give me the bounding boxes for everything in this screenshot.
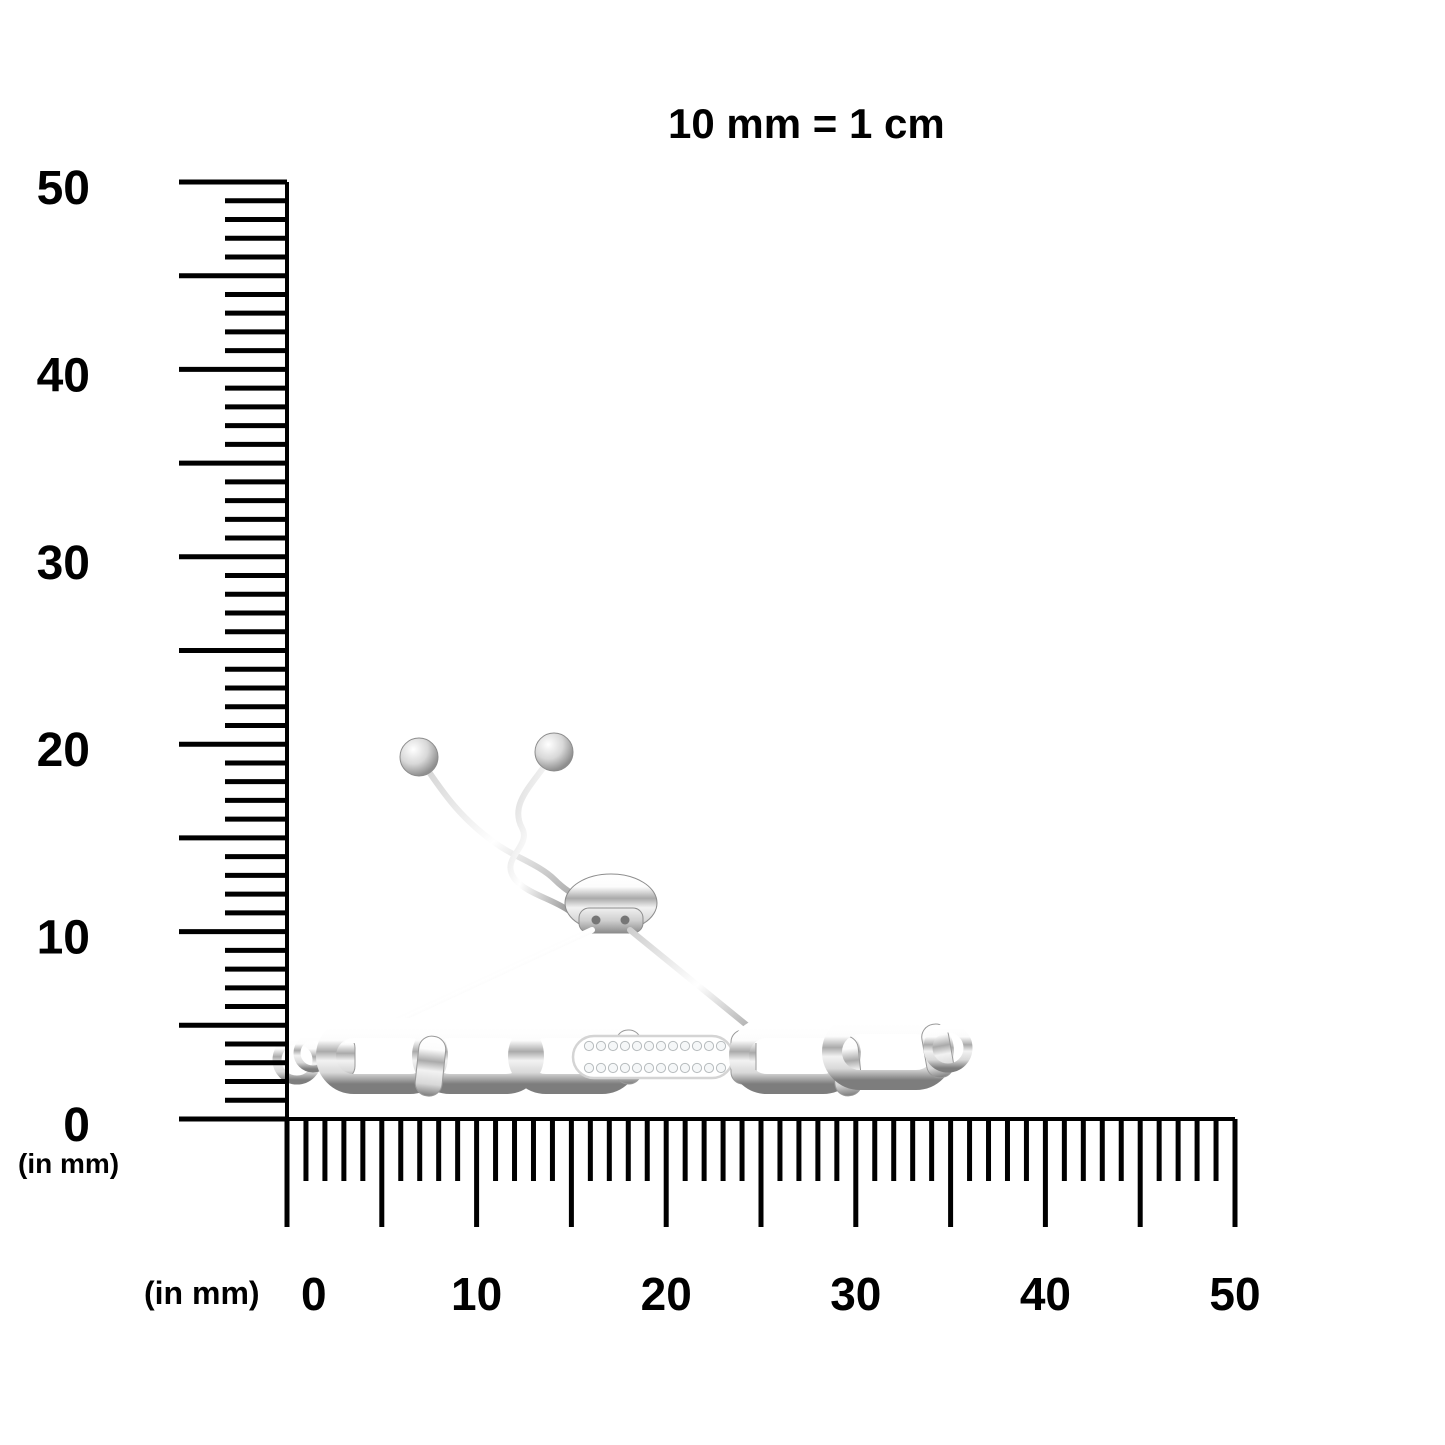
svg-text:20: 20 [37,724,90,777]
svg-text:50: 50 [37,162,90,215]
svg-text:40: 40 [1020,1268,1071,1320]
svg-text:0: 0 [63,1099,90,1152]
svg-text:30: 30 [37,537,90,590]
svg-text:0: 0 [301,1268,327,1320]
svg-text:30: 30 [830,1268,881,1320]
svg-text:20: 20 [641,1268,692,1320]
svg-text:10: 10 [37,912,90,965]
svg-text:50: 50 [1209,1268,1260,1320]
svg-text:10: 10 [451,1268,502,1320]
svg-text:40: 40 [37,349,90,402]
